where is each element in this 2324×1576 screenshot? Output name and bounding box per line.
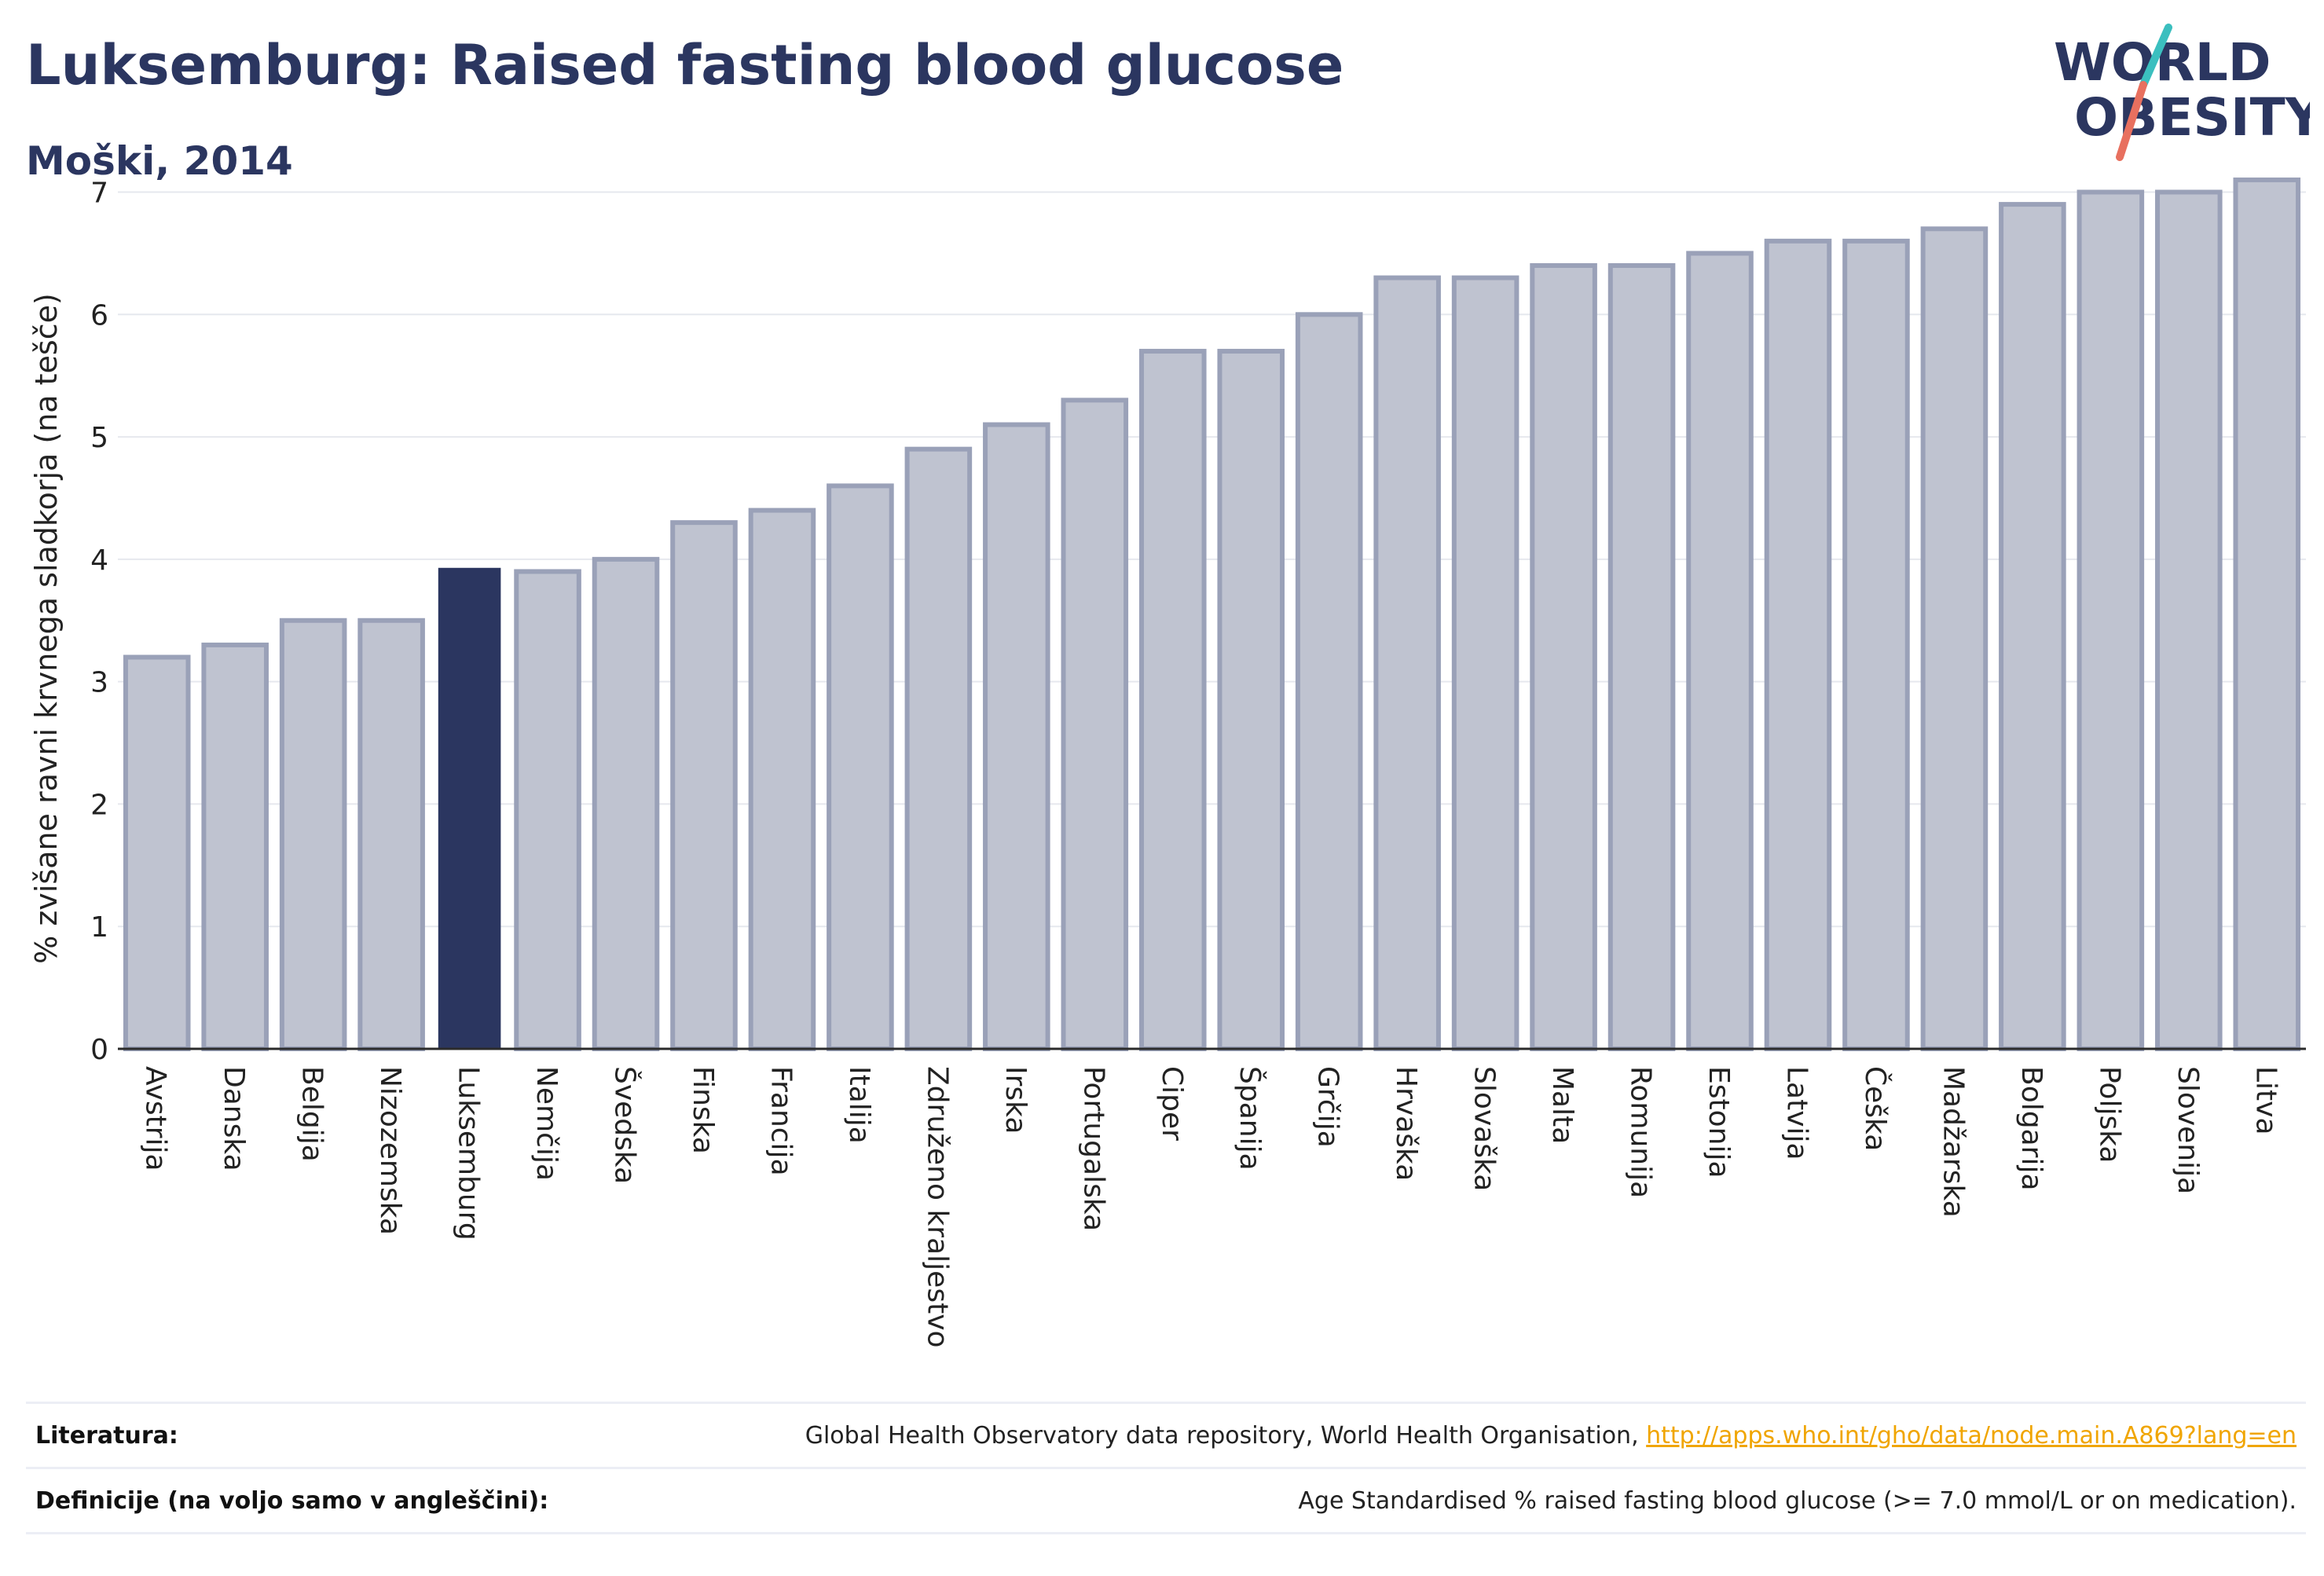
references-value: Global Health Observatory data repositor… [805, 1422, 2306, 1450]
world-obesity-logo: WORLD OBESITY [2051, 24, 2324, 165]
bar-bolgarija[interactable] [1999, 202, 2066, 1051]
bar-latvija[interactable] [1764, 238, 1832, 1051]
bar-estonija[interactable] [1686, 251, 1754, 1051]
y-tick-label: 2 [90, 789, 108, 821]
bar-finska[interactable] [670, 520, 738, 1051]
x-tick-label: Španija [1233, 1066, 1266, 1171]
bar-slovenija[interactable] [2155, 189, 2223, 1051]
x-tick-label: Švedska [609, 1066, 642, 1184]
x-tick-label: Luksemburg [453, 1066, 485, 1241]
references-row: Literatura: Global Health Observatory da… [26, 1402, 2306, 1467]
bar-chart: 0 1 2 3 4 5 6 7 Avstrija Danska Belgija Nizozemska L… [29, 177, 2306, 1348]
x-tick-label: Finska [687, 1066, 719, 1154]
x-tick-label: Italija [843, 1066, 875, 1144]
y-tick-label: 3 [90, 667, 108, 699]
x-tick-label: Slovaška [1468, 1066, 1501, 1191]
references-label: Literatura: [35, 1421, 178, 1450]
bar-francija[interactable] [748, 508, 816, 1051]
x-tick-label: Latvija [1780, 1066, 1813, 1160]
bar-češka[interactable] [1842, 238, 1910, 1051]
x-tick-label: Irska [999, 1066, 1032, 1134]
bar-poljska[interactable] [2077, 189, 2145, 1051]
x-tick-label: Združeno kraljestvo [921, 1066, 953, 1348]
bar-litva[interactable] [2233, 177, 2301, 1052]
bar-nizozemska[interactable] [357, 618, 425, 1051]
x-tick-label: Francija [764, 1066, 797, 1176]
definitions-row: Definicije (na voljo samo v angleščini):… [26, 1467, 2306, 1534]
bar-avstrija[interactable] [123, 654, 191, 1051]
x-tick-label: Estonija [1703, 1066, 1735, 1178]
bar-malta[interactable] [1530, 262, 1597, 1051]
logo-slash-teal [2139, 24, 2172, 89]
logo-slash-coral [2116, 81, 2147, 161]
bar-hrvaška[interactable] [1373, 275, 1441, 1052]
y-tick-label: 1 [90, 911, 108, 944]
y-axis-title: % zvišane ravni krvnega sladkorja (na te… [29, 293, 64, 964]
x-tick-label: Belgija [296, 1066, 328, 1162]
x-tick-label: Portugalska [1077, 1066, 1109, 1231]
bar-belgija[interactable] [279, 618, 347, 1051]
bar-nemčija[interactable] [514, 569, 581, 1051]
bar-irska[interactable] [983, 422, 1050, 1051]
logo-word-obesity: OBESITY [2074, 87, 2310, 148]
chart-subtitle: Moški, 2014 [26, 138, 293, 184]
x-tick-label: Poljska [2093, 1066, 2125, 1164]
axes: 0 1 2 3 4 5 6 7 Avstrija Danska Belgija Nizozemska L… [90, 178, 2306, 1348]
bar-ciper[interactable] [1138, 349, 1207, 1051]
x-tick-label: Madžarska [1937, 1066, 1969, 1218]
bar-grčija[interactable] [1295, 312, 1363, 1051]
bar-italija[interactable] [827, 483, 894, 1051]
x-tick-label: Nemčija [530, 1066, 563, 1181]
x-tick-label: Romunija [1625, 1066, 1657, 1198]
x-tick-label: Nizozemska [374, 1066, 406, 1235]
footer: Literatura: Global Health Observatory da… [26, 1402, 2306, 1534]
x-tick-label: Ciper [1156, 1066, 1188, 1141]
bar-chart-svg: 0 1 2 3 4 5 6 7 Avstrija Danska Belgija Nizozemska L… [29, 177, 2306, 1348]
bar-danska[interactable] [201, 642, 269, 1051]
definitions-value: Age Standardised % raised fasting blood … [1298, 1486, 2297, 1515]
x-tick-label: Hrvaška [1390, 1066, 1422, 1181]
x-tick-label: Litva [2249, 1066, 2282, 1135]
chart-title: Luksemburg: Raised fasting blood glucose [26, 33, 1344, 97]
x-tick-label: Danska [218, 1066, 250, 1171]
y-tick-label: 6 [90, 299, 108, 332]
bar-španija[interactable] [1217, 349, 1285, 1051]
y-tick-label: 4 [90, 544, 108, 577]
x-tick-label: Grčija [1312, 1066, 1344, 1148]
definitions-label: Definicije (na voljo samo v angleščini): [35, 1486, 549, 1515]
x-tick-label: Češka [1859, 1066, 1892, 1151]
references-text: Global Health Observatory data repositor… [805, 1421, 1647, 1450]
bar-madžarska[interactable] [1920, 226, 1989, 1051]
y-tick-label: 7 [90, 178, 108, 210]
bar-švedska[interactable] [592, 556, 660, 1051]
bar-združeno-kraljestvo[interactable] [904, 446, 973, 1051]
x-tick-label: Slovenija [2172, 1066, 2204, 1194]
x-tick-label: Bolgarija [2015, 1066, 2047, 1191]
y-tick-label: 0 [90, 1034, 108, 1066]
bar-portugalska[interactable] [1061, 398, 1129, 1051]
y-tick-label: 5 [90, 422, 108, 454]
references-link[interactable]: http://apps.who.int/gho/data/node.main.A… [1646, 1421, 2297, 1450]
x-tick-label: Malta [1546, 1066, 1578, 1144]
x-tick-label: Avstrija [140, 1066, 172, 1171]
bar-slovaška[interactable] [1451, 275, 1519, 1052]
bar-luksemburg[interactable] [438, 567, 501, 1049]
bar-romunija[interactable] [1607, 262, 1676, 1051]
bars [123, 177, 2301, 1052]
